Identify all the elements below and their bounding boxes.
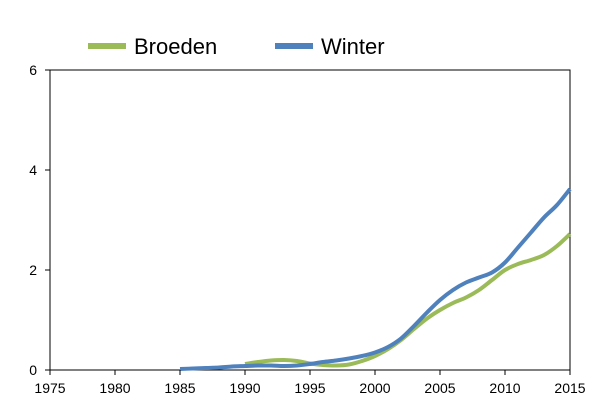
- x-tick-label: 1980: [99, 380, 130, 396]
- y-tick-label: 0: [29, 362, 37, 378]
- legend-label-winter: Winter: [321, 34, 385, 59]
- x-tick-label: 1990: [229, 380, 260, 396]
- series-line-winter: [179, 187, 572, 371]
- y-tick-label: 4: [29, 162, 37, 178]
- legend-label-broeden: Broeden: [134, 34, 217, 59]
- x-tick-label: 1985: [164, 380, 195, 396]
- x-tick-label: 2015: [554, 380, 585, 396]
- y-tick-label: 6: [29, 62, 37, 78]
- legend: Broeden Winter: [88, 34, 385, 59]
- x-axis: 1975 1980 1985 1990 1995 2000 2005 2010 2015: [34, 370, 586, 396]
- x-tick-label: 1975: [34, 380, 65, 396]
- x-tick-label: 2000: [359, 380, 390, 396]
- x-tick-label: 2005: [424, 380, 455, 396]
- y-axis: 0 2 4 6: [29, 62, 50, 378]
- y-tick-label: 2: [29, 262, 37, 278]
- plot-area: [49, 69, 571, 371]
- series-layer: [179, 187, 572, 371]
- x-tick-label: 1995: [294, 380, 325, 396]
- x-tick-label: 2010: [489, 380, 520, 396]
